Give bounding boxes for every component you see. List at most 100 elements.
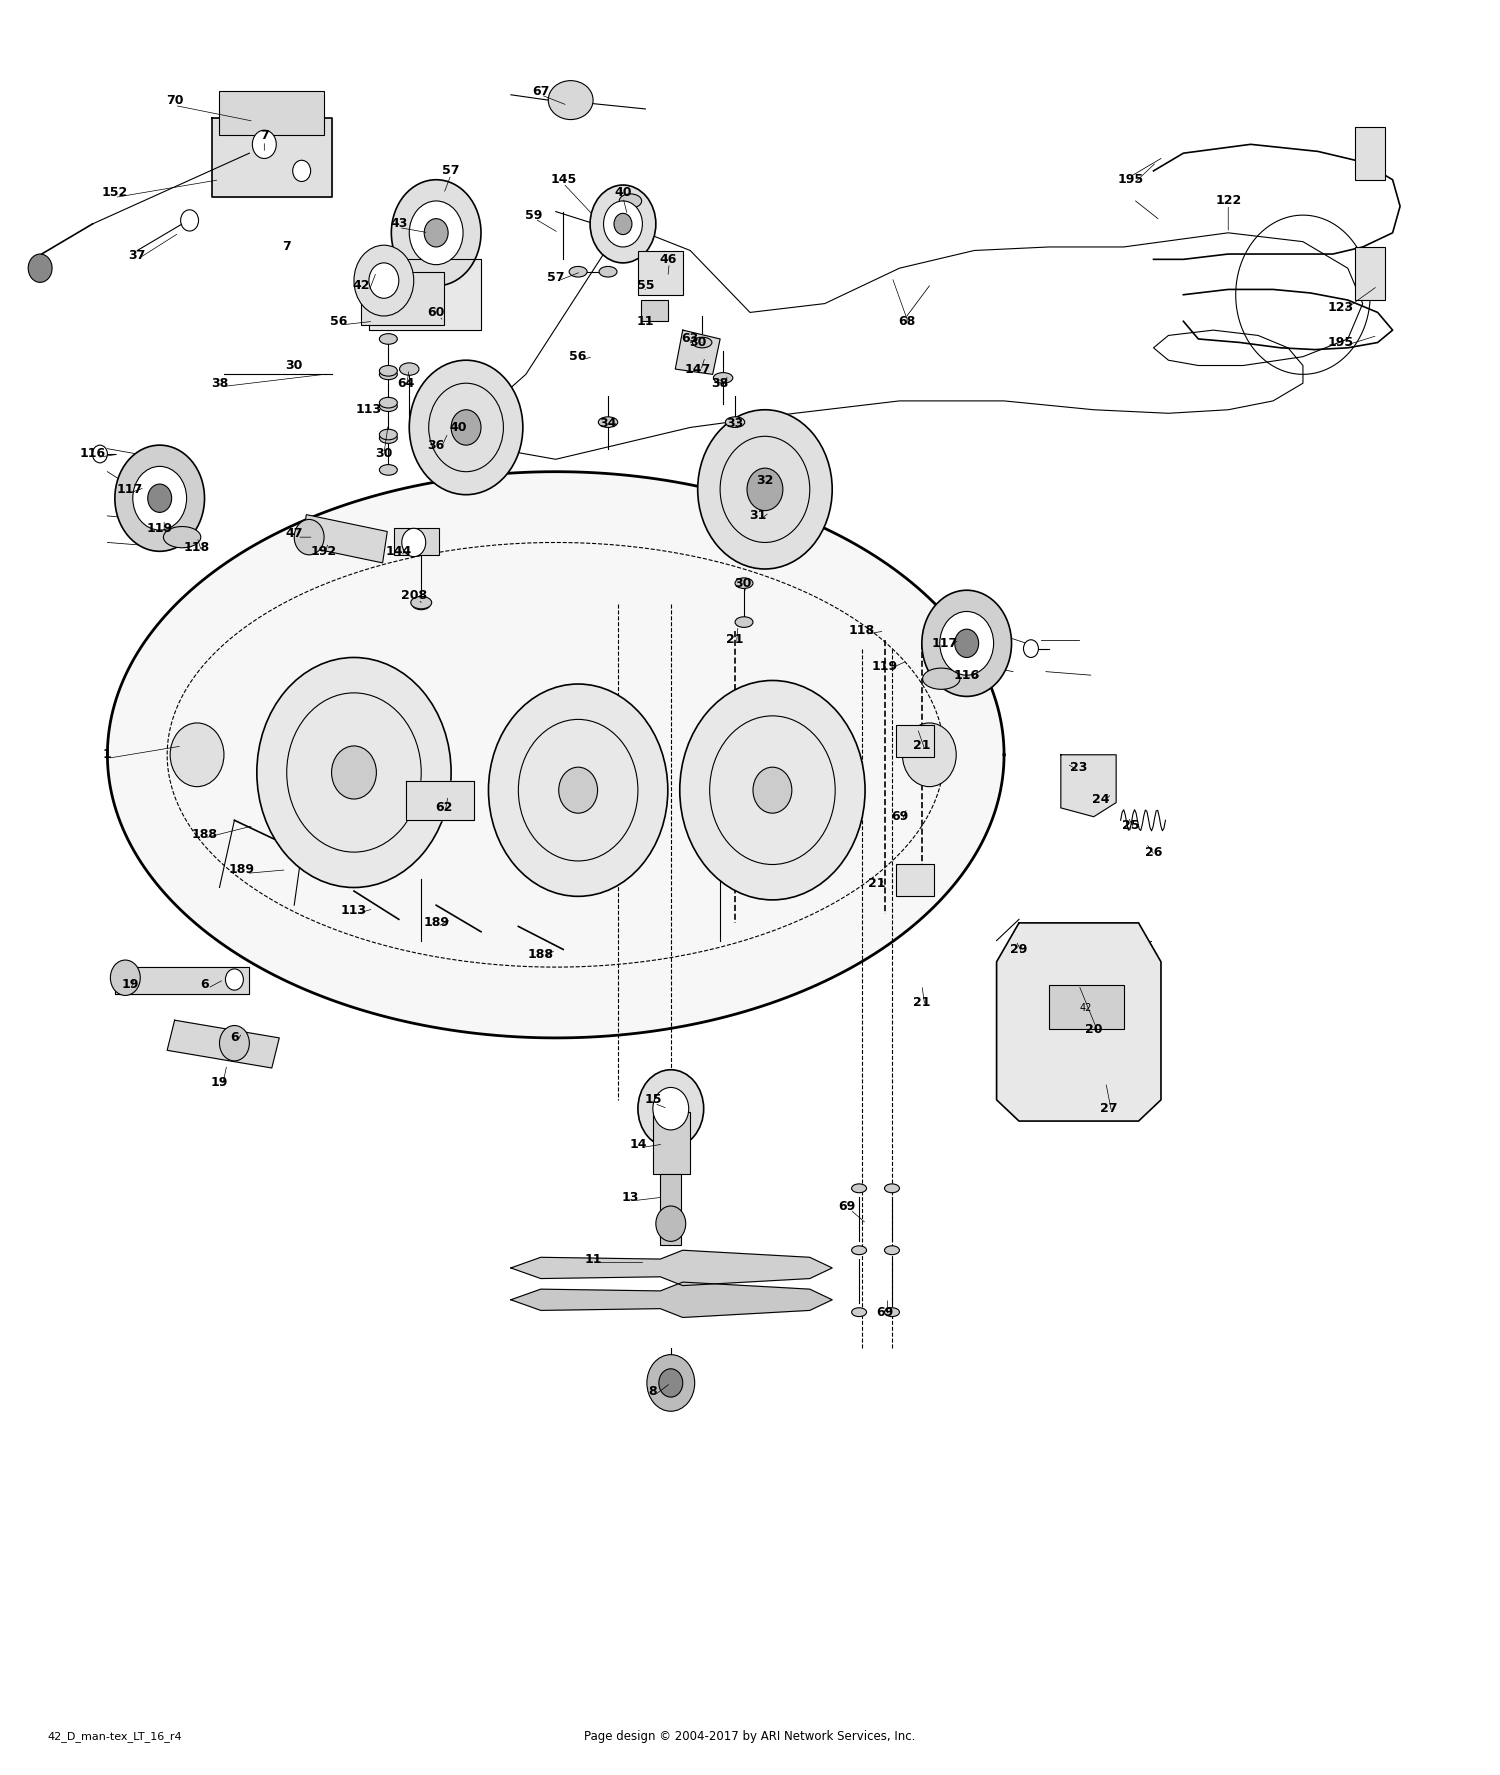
Text: 36: 36 [427, 438, 445, 451]
Text: 188: 188 [192, 827, 217, 841]
Text: 152: 152 [102, 186, 128, 199]
Text: 6: 6 [200, 978, 208, 990]
Text: 29: 29 [1011, 943, 1028, 957]
Circle shape [590, 185, 656, 263]
Text: 46: 46 [658, 252, 676, 266]
Circle shape [940, 611, 993, 674]
Polygon shape [1060, 754, 1116, 816]
Ellipse shape [380, 465, 398, 476]
Circle shape [402, 529, 426, 557]
Text: 60: 60 [427, 305, 445, 319]
Text: 188: 188 [528, 948, 554, 962]
Bar [1356, 126, 1384, 179]
Text: 13: 13 [622, 1191, 639, 1203]
Ellipse shape [164, 527, 201, 548]
Ellipse shape [714, 373, 734, 383]
Text: 11: 11 [585, 1253, 602, 1266]
Ellipse shape [852, 1246, 867, 1255]
Text: 113: 113 [356, 403, 382, 417]
Ellipse shape [549, 80, 592, 119]
Text: 67: 67 [532, 85, 549, 98]
Circle shape [680, 680, 865, 900]
Circle shape [147, 485, 171, 513]
Circle shape [93, 446, 108, 463]
Circle shape [489, 683, 668, 896]
Polygon shape [996, 923, 1161, 1122]
Circle shape [922, 591, 1011, 696]
Text: 30: 30 [285, 359, 303, 373]
Text: 147: 147 [684, 362, 711, 376]
Text: Page design © 2004-2017 by ARI Network Services, Inc.: Page design © 2004-2017 by ARI Network S… [585, 1731, 915, 1743]
Circle shape [603, 201, 642, 247]
Text: 31: 31 [748, 509, 766, 522]
Polygon shape [675, 330, 720, 375]
Circle shape [294, 520, 324, 556]
Text: 117: 117 [117, 483, 142, 495]
Ellipse shape [693, 337, 712, 348]
Circle shape [410, 360, 524, 495]
Circle shape [658, 1369, 682, 1397]
Bar [219, 91, 324, 135]
Bar [362, 272, 444, 325]
Ellipse shape [380, 334, 398, 344]
Ellipse shape [598, 417, 618, 428]
Text: 42: 42 [1080, 1003, 1092, 1014]
Text: 30: 30 [375, 447, 393, 460]
Circle shape [452, 410, 482, 446]
Polygon shape [166, 1021, 279, 1069]
Text: 34: 34 [600, 417, 616, 430]
Bar [652, 1113, 690, 1173]
Ellipse shape [735, 616, 753, 627]
Ellipse shape [413, 600, 430, 609]
Text: 59: 59 [525, 209, 542, 222]
Text: 37: 37 [129, 249, 146, 263]
Text: 38: 38 [711, 376, 729, 390]
Ellipse shape [380, 430, 398, 440]
Circle shape [410, 201, 464, 264]
Text: 208: 208 [400, 589, 427, 602]
Text: 25: 25 [1122, 818, 1140, 832]
Circle shape [111, 960, 141, 996]
Circle shape [954, 628, 978, 657]
Circle shape [292, 160, 310, 181]
Circle shape [614, 213, 632, 234]
Text: 40: 40 [614, 186, 632, 199]
Text: 38: 38 [211, 376, 228, 390]
Text: 118: 118 [184, 541, 210, 554]
Text: 15: 15 [644, 1093, 662, 1106]
Circle shape [646, 1354, 694, 1411]
Circle shape [1023, 639, 1038, 657]
Circle shape [354, 245, 414, 316]
Circle shape [638, 1070, 704, 1148]
Circle shape [903, 722, 956, 786]
Bar [638, 250, 682, 295]
Text: 19: 19 [211, 1076, 228, 1088]
Circle shape [747, 469, 783, 511]
Polygon shape [211, 117, 332, 197]
Text: 6: 6 [230, 1031, 238, 1044]
Text: 47: 47 [285, 527, 303, 540]
Polygon shape [108, 472, 1004, 1038]
Circle shape [652, 1088, 688, 1131]
Text: 21: 21 [868, 877, 886, 891]
Bar [660, 1173, 681, 1244]
Text: 42_D_man-tex_LT_16_r4: 42_D_man-tex_LT_16_r4 [48, 1731, 182, 1743]
Circle shape [392, 179, 482, 286]
Polygon shape [406, 781, 474, 820]
Circle shape [332, 746, 376, 799]
Ellipse shape [885, 1308, 900, 1317]
Text: 32: 32 [756, 474, 774, 486]
Bar [640, 300, 668, 321]
Text: 195: 195 [1328, 335, 1353, 350]
Circle shape [225, 969, 243, 990]
Bar [1356, 247, 1384, 300]
Ellipse shape [399, 362, 418, 375]
Circle shape [252, 130, 276, 158]
Ellipse shape [380, 433, 398, 444]
Text: 56: 56 [330, 314, 348, 328]
Ellipse shape [380, 369, 398, 380]
Text: 1: 1 [104, 749, 112, 761]
Bar [897, 724, 934, 756]
Text: 189: 189 [230, 863, 255, 877]
Bar [394, 529, 439, 556]
